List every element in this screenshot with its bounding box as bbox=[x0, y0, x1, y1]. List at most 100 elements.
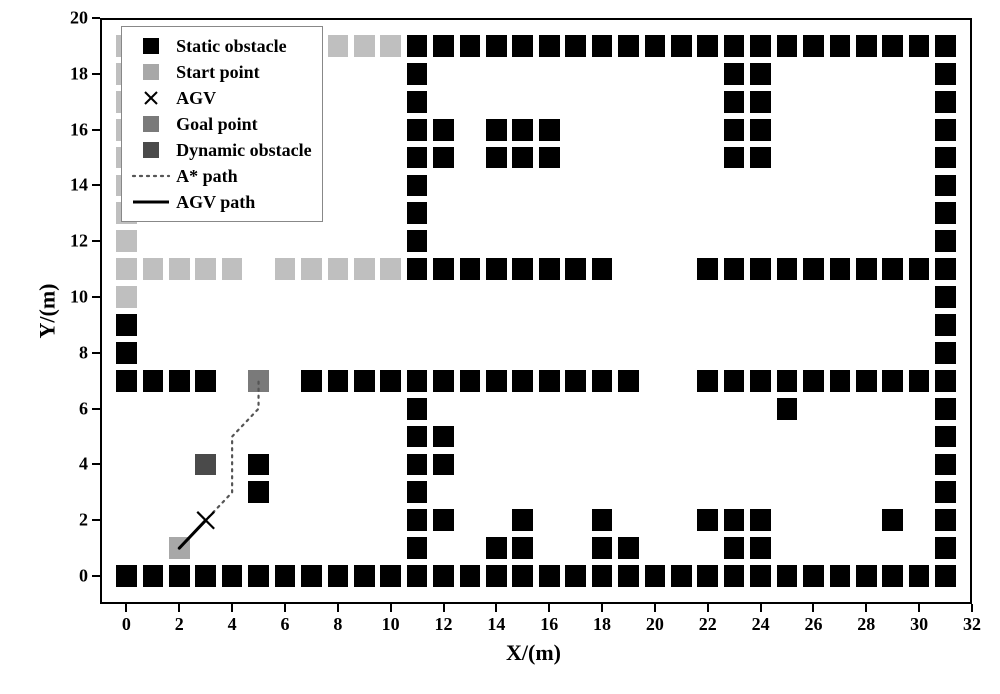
static-obstacle-cell bbox=[750, 258, 771, 280]
static-obstacle-cell bbox=[750, 35, 771, 57]
y-tick-mark bbox=[92, 519, 100, 521]
static-obstacle-cell bbox=[407, 63, 428, 85]
figure-container: Static obstacleStart point AGVGoal point… bbox=[0, 0, 1000, 694]
static-obstacle-cell bbox=[539, 147, 560, 169]
static-obstacle-cell bbox=[909, 35, 930, 57]
static-obstacle-cell bbox=[750, 147, 771, 169]
static-obstacle-cell bbox=[433, 119, 454, 141]
static-obstacle-cell bbox=[935, 91, 956, 113]
static-obstacle-cell bbox=[354, 565, 375, 587]
y-tick-label: 2 bbox=[62, 510, 88, 531]
static-obstacle-cell bbox=[909, 258, 930, 280]
static-obstacle-cell bbox=[618, 537, 639, 559]
x-tick-mark bbox=[495, 604, 497, 612]
static-obstacle-cell bbox=[407, 509, 428, 531]
legend-row-goal: Goal point bbox=[130, 111, 311, 137]
x-tick-label: 22 bbox=[699, 614, 717, 635]
static-obstacle-cell bbox=[407, 454, 428, 476]
static-obstacle-cell bbox=[645, 35, 666, 57]
static-obstacle-cell bbox=[935, 454, 956, 476]
y-tick-mark bbox=[92, 408, 100, 410]
static-obstacle-cell bbox=[407, 426, 428, 448]
x-tick-mark bbox=[812, 604, 814, 612]
static-obstacle-cell bbox=[222, 565, 243, 587]
static-obstacle-cell bbox=[407, 91, 428, 113]
legend-row-astar: A* path bbox=[130, 163, 311, 189]
static-obstacle-cell bbox=[328, 565, 349, 587]
static-obstacle-cell bbox=[724, 370, 745, 392]
static-obstacle-cell bbox=[301, 370, 322, 392]
static-obstacle-cell bbox=[460, 565, 481, 587]
static-obstacle-cell bbox=[750, 509, 771, 531]
static-obstacle-cell bbox=[169, 370, 190, 392]
static-obstacle-cell bbox=[724, 91, 745, 113]
x-tick-label: 32 bbox=[963, 614, 981, 635]
static-obstacle-cell bbox=[592, 565, 613, 587]
legend-swatch-static bbox=[130, 38, 172, 54]
astar-overlay-cell bbox=[328, 258, 349, 280]
legend-row-static: Static obstacle bbox=[130, 33, 311, 59]
astar-overlay-cell bbox=[195, 258, 216, 280]
static-obstacle-cell bbox=[512, 147, 533, 169]
static-obstacle-cell bbox=[486, 565, 507, 587]
x-tick-label: 12 bbox=[435, 614, 453, 635]
y-tick-label: 10 bbox=[62, 287, 88, 308]
astar-overlay-cell bbox=[169, 258, 190, 280]
static-obstacle-cell bbox=[935, 509, 956, 531]
y-tick-label: 4 bbox=[62, 454, 88, 475]
static-obstacle-cell bbox=[697, 370, 718, 392]
astar-overlay-cell bbox=[222, 258, 243, 280]
static-obstacle-cell bbox=[539, 119, 560, 141]
static-obstacle-cell bbox=[512, 119, 533, 141]
static-obstacle-cell bbox=[856, 370, 877, 392]
static-obstacle-cell bbox=[407, 147, 428, 169]
static-obstacle-cell bbox=[750, 91, 771, 113]
static-obstacle-cell bbox=[407, 35, 428, 57]
x-tick-mark bbox=[601, 604, 603, 612]
static-obstacle-cell bbox=[433, 147, 454, 169]
static-obstacle-cell bbox=[248, 454, 269, 476]
static-obstacle-cell bbox=[565, 370, 586, 392]
x-tick-label: 14 bbox=[487, 614, 505, 635]
static-obstacle-cell bbox=[539, 565, 560, 587]
static-obstacle-cell bbox=[248, 565, 269, 587]
static-obstacle-cell bbox=[935, 565, 956, 587]
static-obstacle-cell bbox=[856, 258, 877, 280]
y-tick-label: 0 bbox=[62, 566, 88, 587]
static-obstacle-cell bbox=[935, 119, 956, 141]
astar-overlay-cell bbox=[354, 35, 375, 57]
y-tick-mark bbox=[92, 296, 100, 298]
x-tick-label: 16 bbox=[540, 614, 558, 635]
static-obstacle-cell bbox=[407, 481, 428, 503]
static-obstacle-cell bbox=[750, 565, 771, 587]
astar-overlay-cell bbox=[301, 258, 322, 280]
y-tick-label: 12 bbox=[62, 231, 88, 252]
static-obstacle-cell bbox=[750, 119, 771, 141]
static-obstacle-cell bbox=[460, 258, 481, 280]
static-obstacle-cell bbox=[565, 35, 586, 57]
legend-swatch-astar bbox=[130, 171, 172, 181]
static-obstacle-cell bbox=[380, 565, 401, 587]
legend-swatch-agv bbox=[130, 89, 172, 107]
y-tick-mark bbox=[92, 240, 100, 242]
legend-row-agvpath: AGV path bbox=[130, 189, 311, 215]
x-tick-label: 6 bbox=[280, 614, 289, 635]
static-obstacle-cell bbox=[830, 258, 851, 280]
static-obstacle-cell bbox=[592, 258, 613, 280]
static-obstacle-cell bbox=[592, 35, 613, 57]
x-tick-mark bbox=[654, 604, 656, 612]
y-tick-label: 18 bbox=[62, 63, 88, 84]
y-axis-label: Y/(m) bbox=[34, 284, 60, 339]
static-obstacle-cell bbox=[935, 537, 956, 559]
static-obstacle-cell bbox=[697, 565, 718, 587]
static-obstacle-cell bbox=[486, 258, 507, 280]
static-obstacle-cell bbox=[909, 370, 930, 392]
x-tick-mark bbox=[971, 604, 973, 612]
legend-label-agv: AGV bbox=[172, 88, 216, 109]
static-obstacle-cell bbox=[935, 230, 956, 252]
y-tick-mark bbox=[92, 184, 100, 186]
static-obstacle-cell bbox=[512, 537, 533, 559]
astar-overlay-cell bbox=[275, 258, 296, 280]
static-obstacle-cell bbox=[777, 258, 798, 280]
static-obstacle-cell bbox=[460, 370, 481, 392]
